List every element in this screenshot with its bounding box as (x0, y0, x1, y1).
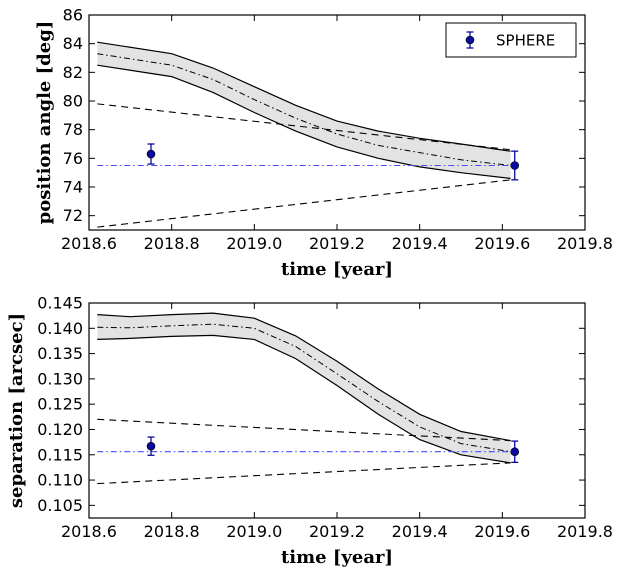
y-tick-label: 0.125 (37, 395, 83, 414)
band-upper-line (97, 312, 511, 442)
band-mid-line (97, 323, 511, 453)
x-tick-label: 2019.2 (309, 522, 365, 541)
x-tick-label: 2019.6 (474, 522, 530, 541)
x-axis-label: time [year] (281, 259, 393, 280)
dashed-lower-line (97, 179, 511, 228)
y-tick-label: 0.135 (37, 344, 83, 363)
data-point (146, 149, 156, 159)
y-tick-label: 78 (63, 120, 83, 139)
legend-label: SPHERE (496, 32, 555, 50)
separation-panel: 2018.6 2018.8 2019.0 2019.2 2019.4 2019.6 2019… (6, 294, 613, 569)
band-upper-line (97, 41, 511, 152)
band-lower-line (97, 334, 511, 464)
x-axis-label: time [year] (281, 547, 393, 568)
x-tick-label: 2019.8 (557, 234, 613, 253)
data-point (510, 161, 520, 170)
y-tick-label: 0.130 (37, 369, 83, 388)
legend-marker (465, 35, 475, 45)
data-point (510, 447, 520, 457)
data-point (146, 441, 156, 451)
y-axis-label: position angle [deg] (34, 21, 55, 225)
x-tick-label: 2018.6 (61, 234, 117, 253)
x-tick-label: 2019.8 (557, 522, 613, 541)
x-tick-label: 2019.4 (392, 522, 448, 541)
band-fill (97, 42, 511, 179)
band-mid-line (97, 53, 511, 166)
y-tick-label: 0.140 (37, 319, 83, 338)
x-tick-label: 2019.2 (309, 234, 365, 253)
x-tick-label: 2019.0 (226, 522, 282, 541)
y-tick-label: 82 (63, 63, 83, 82)
y-tick-label: 72 (63, 206, 83, 225)
x-tick-label: 2018.8 (144, 234, 200, 253)
y-tick-label: 0.105 (37, 496, 83, 515)
y-tick-label: 0.145 (37, 294, 83, 313)
legend: SPHERE (445, 22, 577, 58)
y-tick-label: 0.115 (37, 445, 83, 464)
y-tick-label: 0.110 (37, 471, 83, 490)
y-tick-label: 80 (63, 92, 83, 111)
y-tick-label: 86 (63, 6, 83, 25)
x-tick-label: 2018.8 (144, 522, 200, 541)
x-tick-label: 2018.6 (61, 522, 117, 541)
dashed-lower-line (97, 462, 511, 485)
dashed-upper-line (97, 418, 511, 442)
position-angle-panel: 2018.6 2018.8 2019.0 2019.2 2019.4 2019.6 2019… (34, 6, 613, 281)
y-tick-label: 74 (63, 178, 83, 197)
y-tick-label: 76 (63, 149, 83, 168)
band-fill (97, 313, 511, 463)
x-tick-label: 2019.6 (474, 234, 530, 253)
y-tick-label: 0.120 (37, 420, 83, 439)
x-tick-label: 2019.4 (392, 234, 448, 253)
dashed-upper-line (97, 103, 511, 151)
y-tick-label: 84 (63, 34, 83, 53)
y-axis-label: separation [arcsec] (6, 313, 27, 508)
band-lower-line (97, 64, 511, 179)
x-tick-label: 2019.0 (226, 234, 282, 253)
